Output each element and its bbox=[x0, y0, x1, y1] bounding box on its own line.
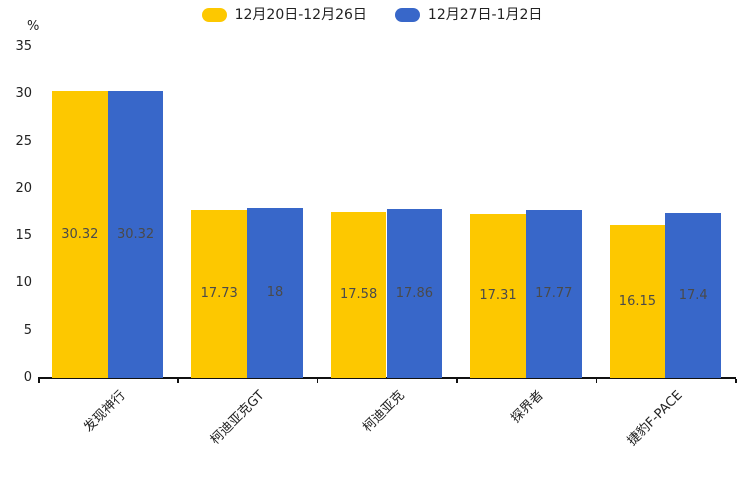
y-axis-tick-label: 0 bbox=[23, 370, 32, 385]
legend-item-series2[interactable]: 12月27日-1月2日 bbox=[394, 7, 543, 23]
bar-series1[interactable] bbox=[470, 214, 526, 378]
x-axis-category-label: 发现神行 bbox=[80, 388, 129, 436]
x-axis-tick bbox=[316, 379, 319, 383]
x-axis-tick bbox=[735, 379, 737, 383]
y-axis-unit-label: % bbox=[27, 19, 40, 34]
legend-label: 12月27日-1月2日 bbox=[427, 7, 543, 23]
bar-series2[interactable] bbox=[665, 213, 722, 378]
x-axis-tick bbox=[38, 379, 40, 383]
y-axis-tick-label: 35 bbox=[15, 39, 32, 54]
y-axis-tick-label: 5 bbox=[23, 322, 32, 338]
legend-item-series1[interactable]: 12月20日-12月26日 bbox=[201, 7, 367, 23]
x-axis-category-label: 探界者 bbox=[508, 388, 547, 427]
x-axis-tick bbox=[456, 379, 458, 383]
x-axis-category-label: 捷豹F-PACE bbox=[624, 388, 686, 449]
legend-swatch-icon bbox=[394, 8, 420, 22]
legend-label: 12月20日-12月26日 bbox=[234, 7, 367, 23]
x-axis-category-label: 柯迪亚克 bbox=[359, 388, 408, 436]
y-axis-tick-label: 20 bbox=[15, 180, 32, 196]
y-axis-tick-label: 15 bbox=[15, 228, 32, 244]
x-axis-category-label: 柯迪亚克GT bbox=[207, 388, 268, 448]
y-axis-tick-label: 30 bbox=[15, 86, 32, 102]
bar-series2[interactable] bbox=[247, 207, 303, 378]
bar-series1[interactable] bbox=[51, 91, 108, 378]
x-axis-tick bbox=[595, 379, 598, 383]
bar-series2[interactable] bbox=[525, 209, 582, 378]
x-axis-tick bbox=[177, 379, 179, 383]
bar-series2[interactable] bbox=[107, 91, 164, 378]
bar-series1[interactable] bbox=[330, 211, 387, 378]
chart-legend: 12月20日-12月26日 12月27日-1月2日 bbox=[0, 7, 744, 23]
y-axis-tick-label: 10 bbox=[15, 275, 32, 291]
bar-series2[interactable] bbox=[386, 209, 443, 378]
bar-series1[interactable] bbox=[191, 210, 248, 378]
legend-swatch-icon bbox=[201, 8, 227, 22]
x-axis-line bbox=[38, 377, 736, 379]
y-axis-tick-label: 25 bbox=[15, 133, 32, 149]
bar-series1[interactable] bbox=[609, 225, 666, 378]
